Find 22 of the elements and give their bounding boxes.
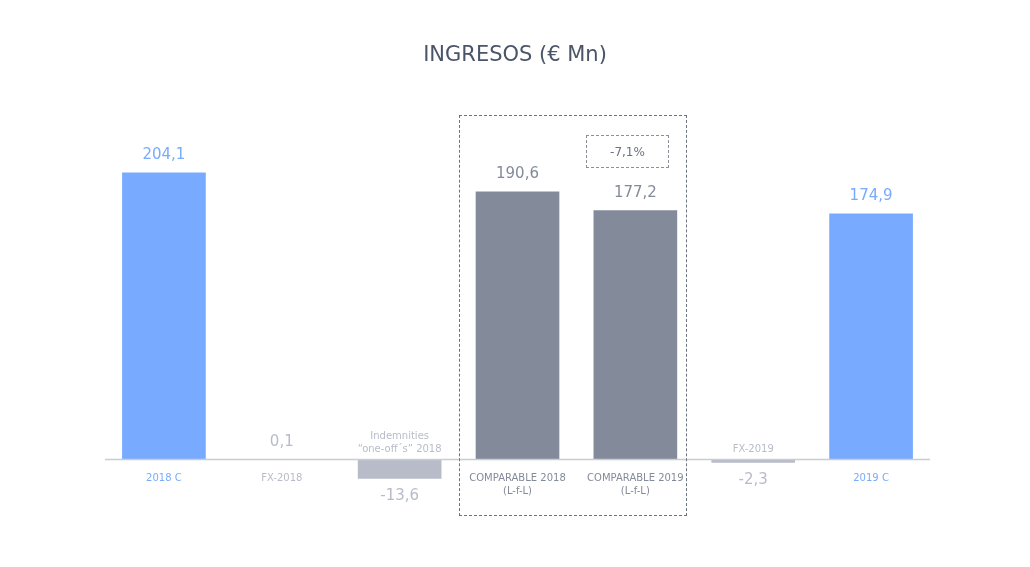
chart-title: INGRESOS (€ Mn)	[422, 42, 608, 66]
bar	[711, 459, 796, 463]
data-label: -13,6	[380, 486, 420, 505]
x-tick-label: 2018 C	[146, 472, 182, 484]
data-label: 190,6	[496, 163, 539, 182]
x-tick-label: Indemnities “one-off´s” 2018	[357, 430, 442, 455]
x-tick-label: FX-2019	[732, 443, 774, 455]
data-label: 204,1	[142, 144, 186, 163]
bar	[593, 210, 678, 460]
x-tick-label: COMPARABLE 2018 (L-f-L)	[469, 472, 566, 497]
x-tick-label: 2019 C	[853, 472, 889, 484]
data-label: -2,3	[738, 470, 768, 489]
data-label: 0,1	[269, 431, 294, 450]
x-tick-label: FX-2018	[261, 472, 303, 484]
bar	[829, 213, 913, 460]
bar	[357, 459, 442, 479]
data-label: 177,2	[613, 182, 657, 201]
bar	[475, 191, 560, 460]
data-label: 174,9	[849, 185, 893, 204]
bar	[122, 172, 206, 460]
text: -7,1%	[586, 135, 669, 168]
x-tick-label: COMPARABLE 2019 (L-f-L)	[587, 472, 684, 497]
